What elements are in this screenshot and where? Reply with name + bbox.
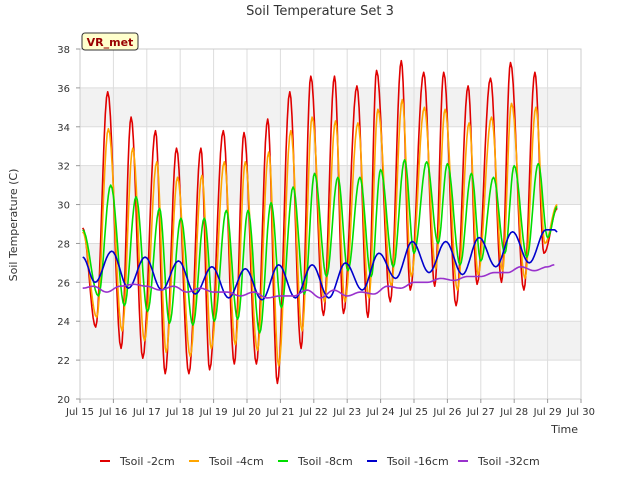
y-tick-label: 24 xyxy=(57,317,70,328)
x-tick-label: Jul 16 xyxy=(98,407,127,418)
legend-label: Tsoil -4cm xyxy=(208,455,264,468)
y-tick-label: 34 xyxy=(57,123,70,134)
legend-label: Tsoil -2cm xyxy=(119,455,175,468)
x-axis-ticks: Jul 15 Jul 16 Jul 17 Jul 18 Jul 19 Jul 20 Jul … xyxy=(65,399,595,418)
legend-label: Tsoil -8cm xyxy=(297,455,353,468)
x-tick-label: Jul 25 xyxy=(399,407,428,418)
x-tick-label: Jul 23 xyxy=(332,407,361,418)
x-tick-label: Jul 15 xyxy=(65,407,94,418)
y-tick-label: 26 xyxy=(57,278,70,289)
x-tick-label: Jul 18 xyxy=(165,407,194,418)
series-line-2 xyxy=(82,159,558,334)
x-axis-label: Time xyxy=(550,423,578,436)
plot-band xyxy=(80,321,581,361)
x-tick-label: Jul 17 xyxy=(132,407,161,418)
x-tick-label: Jul 26 xyxy=(432,407,461,418)
y-tick-label: 32 xyxy=(57,162,70,173)
x-tick-label: Jul 27 xyxy=(466,407,495,418)
x-tick-label: Jul 19 xyxy=(199,407,228,418)
y-tick-label: 28 xyxy=(57,239,70,250)
y-tick-label: 30 xyxy=(57,201,70,212)
plot-band xyxy=(80,87,581,127)
plot-background xyxy=(80,49,581,399)
plot-frame xyxy=(79,48,582,400)
series-line-4 xyxy=(82,264,555,299)
x-tick-label: Jul 24 xyxy=(366,407,395,418)
legend-label: Tsoil -32cm xyxy=(477,455,540,468)
y-tick-label: 22 xyxy=(57,356,70,367)
station-badge-label: VR_met xyxy=(87,36,134,49)
station-badge-box xyxy=(81,32,139,51)
y-tick-label: 38 xyxy=(57,45,70,56)
y-axis-ticks: 20 22 24 26 28 30 32 34 36 38 xyxy=(57,45,80,406)
series-line-1 xyxy=(82,98,558,367)
x-tick-label: Jul 29 xyxy=(533,407,562,418)
plot-band xyxy=(80,360,581,399)
y-tick-label: 20 xyxy=(57,395,70,406)
legend: Tsoil -2cm Tsoil -4cm Tsoil -8cm Tsoil -16c… xyxy=(100,455,540,468)
legend-label: Tsoil -16cm xyxy=(386,455,449,468)
x-tick-label: Jul 21 xyxy=(265,407,294,418)
y-tick-label: 36 xyxy=(57,84,70,95)
station-badge: VR_met xyxy=(81,32,139,51)
x-tick-label: Jul 28 xyxy=(499,407,528,418)
y-axis-label: Soil Temperature (C) xyxy=(7,169,20,282)
x-tick-label: Jul 22 xyxy=(299,407,328,418)
chart-title: Soil Temperature Set 3 xyxy=(246,4,394,19)
series-line-0 xyxy=(81,59,558,385)
plot-band xyxy=(80,49,581,88)
x-tick-label: Jul 20 xyxy=(232,407,261,418)
x-tick-label: Jul 30 xyxy=(566,407,595,418)
series-layer xyxy=(81,59,558,385)
